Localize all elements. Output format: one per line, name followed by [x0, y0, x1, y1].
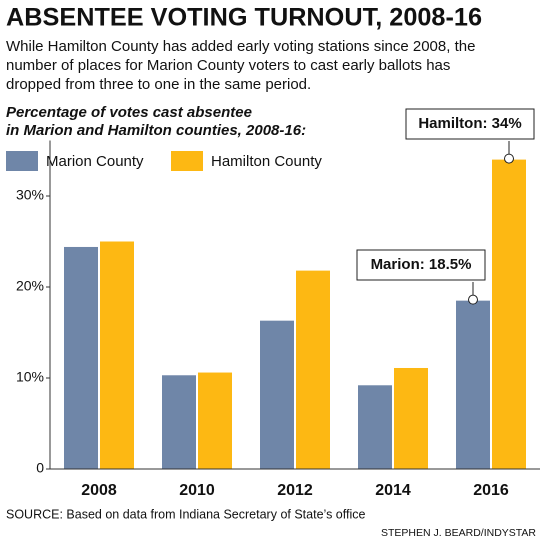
- callout-label: Marion: 18.5%: [371, 256, 472, 273]
- x-tick-label: 2012: [277, 482, 313, 499]
- callout-box: [405, 108, 535, 140]
- legend-label: Marion County: [46, 153, 144, 170]
- x-tick-label: 2008: [81, 482, 117, 499]
- chart-title: ABSENTEE VOTING TURNOUT, 2008-16: [6, 4, 482, 32]
- bar: [100, 241, 134, 469]
- callout-dot: [468, 294, 478, 305]
- bar: [260, 320, 294, 469]
- legend-label: Hamilton County: [211, 153, 322, 170]
- y-tick-label: 30%: [16, 187, 44, 203]
- chart-subtitle: Percentage of votes cast absentee: [6, 104, 252, 121]
- source: SOURCE: Based on data from Indiana Secre…: [6, 507, 365, 521]
- bar: [162, 375, 196, 469]
- callout-box: [356, 249, 486, 281]
- y-tick-label: 10%: [16, 369, 44, 385]
- bar: [394, 367, 428, 469]
- bar: [64, 246, 98, 469]
- chart-subtitle: in Marion and Hamilton counties, 2008-16…: [6, 122, 306, 139]
- legend-swatch: [171, 151, 203, 171]
- x-tick-label: 2016: [473, 482, 509, 499]
- subtitle: number of places for Marion County voter…: [6, 57, 450, 74]
- subtitle: While Hamilton County has added early vo…: [6, 38, 475, 55]
- y-tick-label: 20%: [16, 278, 44, 294]
- legend-swatch: [6, 151, 38, 171]
- bar: [296, 270, 330, 469]
- x-tick-label: 2010: [179, 482, 215, 499]
- callout-label: Hamilton: 34%: [418, 115, 521, 132]
- bar: [456, 300, 490, 469]
- bar: [358, 385, 392, 469]
- x-tick-label: 2014: [375, 482, 411, 499]
- bar: [492, 159, 526, 469]
- callout-dot: [504, 153, 514, 164]
- credit: STEPHEN J. BEARD/INDYSTAR: [381, 527, 536, 539]
- subtitle: dropped from three to one in the same pe…: [6, 76, 311, 93]
- bar: [198, 372, 232, 469]
- y-tick-label: 0: [36, 460, 44, 476]
